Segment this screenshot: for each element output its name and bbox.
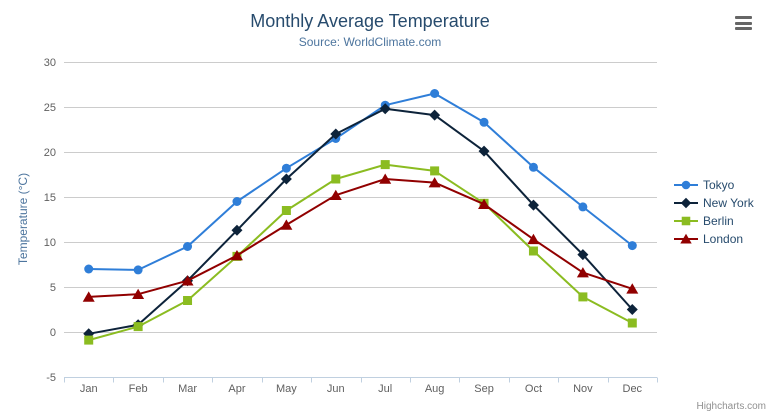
data-point-new-york-sep[interactable]	[478, 145, 490, 157]
data-point-london-jan[interactable]	[82, 291, 95, 302]
data-point-london-feb[interactable]	[132, 288, 145, 299]
svg-text:Feb: Feb	[129, 383, 148, 395]
legend-label: Berlin	[703, 214, 734, 228]
legend-item-new-york[interactable]: New York	[674, 194, 754, 212]
chart-subtitle: Source: WorldClimate.com	[298, 35, 442, 49]
hamburger-bar	[735, 16, 752, 19]
data-point-berlin-may[interactable]	[281, 206, 291, 215]
svg-text:25: 25	[44, 102, 56, 114]
data-point-new-york-oct[interactable]	[527, 199, 539, 211]
chart-title: Monthly Average Temperature	[250, 11, 490, 31]
svg-text:Sep: Sep	[474, 383, 494, 395]
series-lines	[82, 89, 639, 345]
data-point-london-dec[interactable]	[626, 283, 639, 294]
data-point-tokyo-feb[interactable]	[133, 265, 143, 275]
series-london	[82, 173, 639, 302]
legend: Tokyo New York Berlin London	[674, 176, 754, 248]
legend-label: New York	[703, 196, 754, 210]
data-point-london-oct[interactable]	[527, 233, 540, 245]
svg-text:0: 0	[50, 327, 56, 339]
data-point-new-york-dec[interactable]	[626, 304, 638, 315]
legend-item-berlin[interactable]: Berlin	[674, 212, 754, 230]
svg-text:-5: -5	[46, 372, 56, 384]
data-point-berlin-aug[interactable]	[430, 166, 440, 176]
data-point-london-mar[interactable]	[181, 275, 194, 286]
data-point-tokyo-jan[interactable]	[84, 264, 94, 274]
data-point-london-may[interactable]	[280, 219, 293, 230]
data-point-london-sep[interactable]	[478, 198, 491, 209]
data-point-tokyo-aug[interactable]	[430, 89, 440, 98]
data-point-tokyo-dec[interactable]	[627, 241, 637, 251]
svg-text:Jun: Jun	[327, 383, 345, 395]
data-point-tokyo-oct[interactable]	[528, 162, 538, 172]
svg-text:15: 15	[44, 192, 56, 204]
hamburger-bar	[735, 21, 752, 25]
svg-text:30: 30	[44, 57, 56, 69]
legend-label: London	[703, 232, 744, 246]
svg-text:Nov: Nov	[573, 383, 593, 395]
svg-text:5: 5	[50, 282, 56, 294]
data-point-berlin-feb[interactable]	[133, 322, 143, 332]
legend-item-tokyo[interactable]: Tokyo	[674, 176, 754, 194]
series-tokyo	[84, 89, 637, 275]
svg-text:10: 10	[44, 237, 56, 249]
data-point-london-jun[interactable]	[329, 189, 342, 200]
svg-text:20: 20	[44, 147, 56, 159]
data-point-tokyo-nov[interactable]	[578, 202, 588, 212]
y-axis-title: Temperature (°C)	[16, 172, 30, 266]
svg-text:Aug: Aug	[425, 383, 445, 395]
data-point-berlin-mar[interactable]	[183, 296, 193, 305]
legend-item-london[interactable]: London	[674, 230, 754, 248]
data-point-tokyo-apr[interactable]	[232, 197, 242, 206]
data-point-new-york-may[interactable]	[280, 173, 292, 185]
data-point-berlin-jun[interactable]	[331, 174, 341, 184]
x-axis-labels: Jan Feb Mar Apr May Jun Jul Aug Sep Oct Nov Dec	[80, 383, 643, 395]
data-point-new-york-jun[interactable]	[330, 128, 342, 140]
legend-marker-diamond-icon	[674, 197, 698, 209]
gridlines	[64, 62, 657, 378]
data-point-london-jul[interactable]	[379, 173, 392, 184]
legend-marker-triangle-icon	[674, 233, 698, 244]
data-point-tokyo-sep[interactable]	[479, 117, 489, 127]
svg-text:Mar: Mar	[178, 383, 197, 395]
svg-text:Apr: Apr	[228, 383, 245, 395]
data-point-new-york-jul[interactable]	[379, 103, 391, 115]
credits-link[interactable]: Highcharts.com	[696, 401, 766, 412]
legend-label: Tokyo	[703, 178, 735, 192]
data-point-berlin-oct[interactable]	[528, 246, 538, 256]
hamburger-bar	[735, 27, 752, 30]
data-point-london-aug[interactable]	[428, 177, 441, 188]
data-point-london-nov[interactable]	[576, 267, 589, 278]
data-point-new-york-nov[interactable]	[577, 249, 589, 261]
svg-text:Oct: Oct	[525, 383, 542, 395]
data-point-tokyo-mar[interactable]	[183, 242, 193, 251]
svg-text:May: May	[276, 383, 297, 395]
legend-marker-circle-icon	[674, 180, 698, 190]
data-point-new-york-aug[interactable]	[429, 109, 441, 121]
export-menu-icon[interactable]	[735, 16, 752, 30]
data-point-london-apr[interactable]	[230, 250, 243, 261]
data-point-berlin-dec[interactable]	[627, 318, 637, 328]
data-point-new-york-apr[interactable]	[231, 224, 243, 236]
data-point-berlin-nov[interactable]	[578, 292, 588, 302]
legend-marker-square-icon	[674, 216, 698, 226]
series-new-york	[83, 103, 638, 340]
data-point-berlin-jan[interactable]	[84, 335, 94, 345]
svg-text:Jul: Jul	[378, 383, 392, 395]
svg-text:Dec: Dec	[623, 383, 643, 395]
data-point-berlin-jul[interactable]	[380, 160, 390, 170]
y-axis-labels: -5 0 5 10 15 20 25 30	[44, 57, 56, 384]
x-axis-line	[64, 377, 658, 383]
data-point-tokyo-may[interactable]	[281, 163, 291, 173]
svg-text:Jan: Jan	[80, 383, 98, 395]
